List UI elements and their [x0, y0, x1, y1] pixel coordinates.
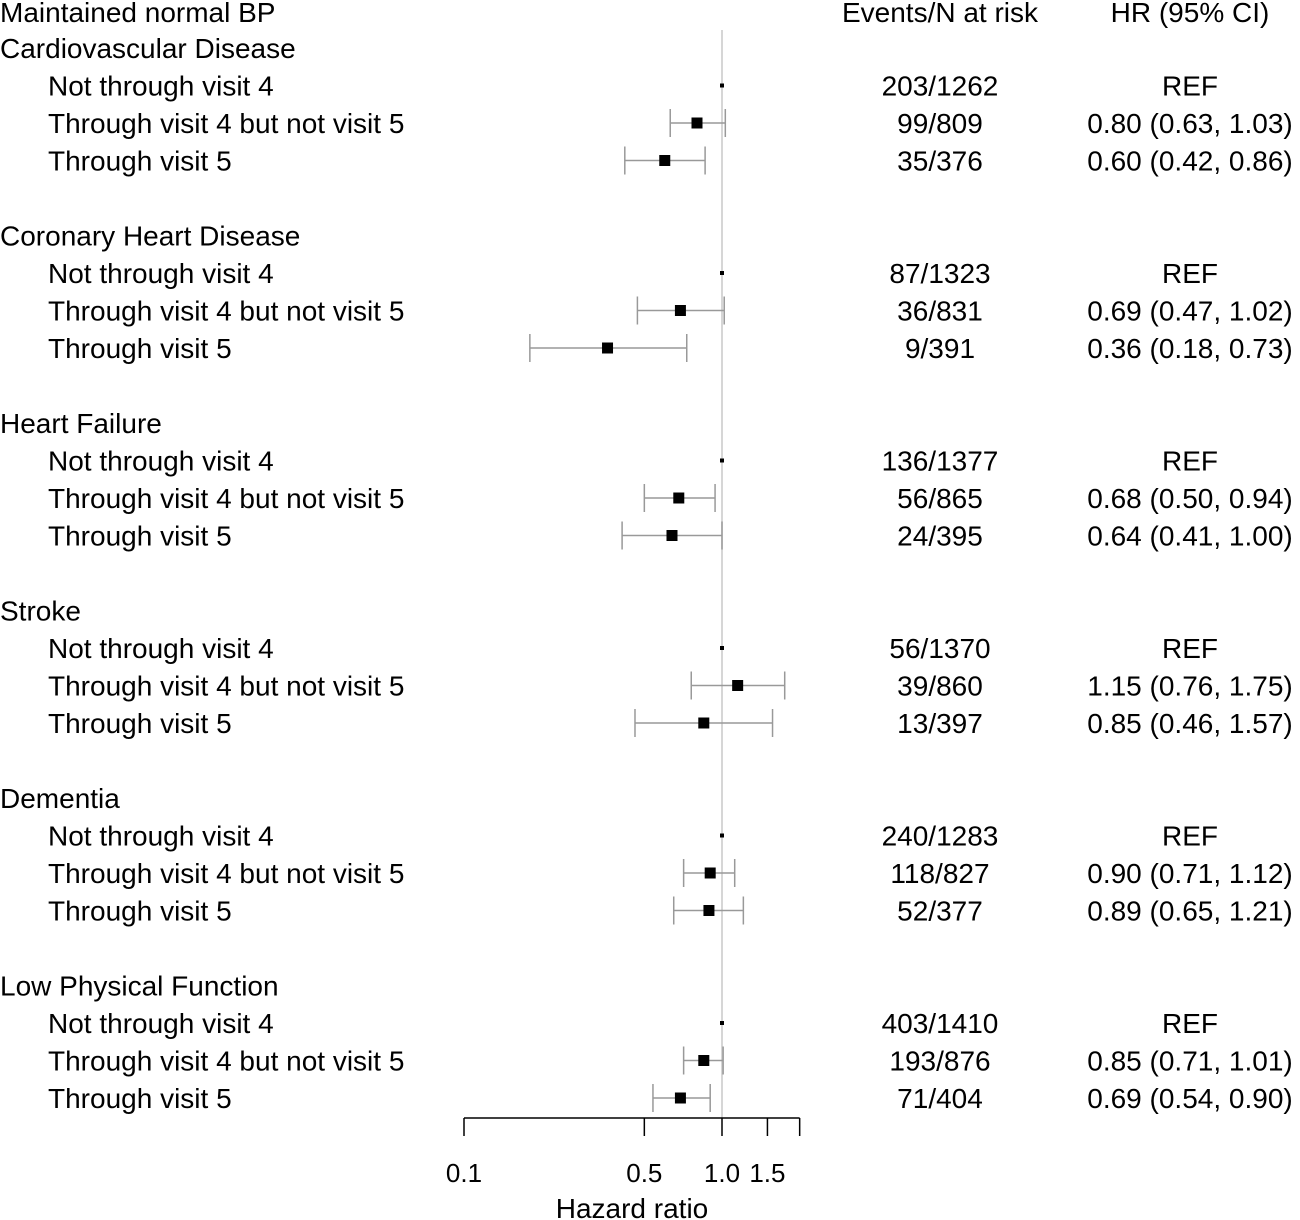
row-hr-text: REF — [1162, 71, 1218, 102]
row-hr-text: 0.85 (0.46, 1.57) — [1087, 708, 1292, 739]
row-hr-text: REF — [1162, 446, 1218, 477]
header-label: Maintained normal BP — [0, 0, 275, 28]
point-estimate — [698, 717, 710, 729]
x-axis: 0.1 0.5 1.0 1.5 — [446, 1117, 801, 1188]
group-title: Dementia — [0, 783, 120, 814]
row-events: 71/404 — [897, 1083, 983, 1114]
x-tick-label: 1.0 — [704, 1158, 740, 1188]
row-hr-text: 0.64 (0.41, 1.00) — [1087, 521, 1292, 552]
row-label: Through visit 4 but not visit 5 — [48, 1046, 404, 1077]
group-title: Heart Failure — [0, 408, 162, 439]
rows-layer: Cardiovascular Disease Not through visit … — [0, 30, 1293, 1118]
group-title: Coronary Heart Disease — [0, 221, 300, 252]
row-label: Through visit 4 but not visit 5 — [48, 108, 404, 139]
row-label: Through visit 5 — [48, 333, 232, 364]
row-events: 118/827 — [890, 858, 989, 889]
point-estimate — [674, 1092, 686, 1104]
group-title: Low Physical Function — [0, 971, 279, 1002]
point-estimate — [698, 1055, 710, 1066]
row-label: Through visit 4 but not visit 5 — [48, 671, 404, 702]
row-label: Not through visit 4 — [48, 1008, 274, 1039]
row-label: Not through visit 4 — [48, 446, 274, 477]
point-reference — [720, 83, 724, 88]
row-hr-text: 0.68 (0.50, 0.94) — [1087, 483, 1292, 514]
row-hr-text: 0.89 (0.65, 1.21) — [1087, 896, 1292, 927]
row-events: 56/1370 — [889, 633, 990, 664]
row-hr-text: 0.36 (0.18, 0.73) — [1087, 333, 1292, 364]
point-reference — [720, 833, 724, 838]
row-label: Through visit 4 but not visit 5 — [48, 296, 404, 327]
row-label: Not through visit 4 — [48, 633, 274, 664]
header-hr: HR (95% CI) — [1111, 0, 1270, 28]
row-label: Not through visit 4 — [48, 71, 274, 102]
row-hr-text: REF — [1162, 1008, 1218, 1039]
x-tick-label: 0.5 — [626, 1158, 662, 1188]
row-hr-text: 0.85 (0.71, 1.01) — [1087, 1046, 1292, 1077]
row-hr-text: REF — [1162, 821, 1218, 852]
row-label: Through visit 5 — [48, 1083, 232, 1114]
group-title: Cardiovascular Disease — [0, 33, 296, 64]
point-estimate — [732, 680, 744, 691]
row-events: 13/397 — [897, 708, 983, 739]
point-estimate — [674, 305, 686, 316]
row-events: 87/1323 — [889, 258, 990, 289]
row-events: 99/809 — [897, 108, 983, 139]
row-events: 39/860 — [897, 671, 983, 702]
row-events: 36/831 — [897, 296, 983, 327]
group-title: Stroke — [0, 596, 81, 627]
point-estimate — [703, 905, 715, 916]
row-events: 403/1410 — [882, 1008, 999, 1039]
point-estimate — [666, 530, 678, 541]
row-events: 193/876 — [889, 1046, 990, 1077]
row-events: 52/377 — [897, 896, 983, 927]
row-label: Through visit 5 — [48, 896, 232, 927]
row-label: Through visit 4 but not visit 5 — [48, 858, 404, 889]
point-reference — [720, 646, 724, 650]
row-hr-text: 0.80 (0.63, 1.03) — [1087, 108, 1292, 139]
row-events: 9/391 — [905, 333, 975, 364]
row-label: Through visit 5 — [48, 146, 232, 177]
row-hr-text: 0.69 (0.47, 1.02) — [1087, 296, 1292, 327]
point-reference — [720, 271, 724, 275]
row-hr-text: REF — [1162, 633, 1218, 664]
point-reference — [720, 458, 724, 463]
row-hr-text: REF — [1162, 258, 1218, 289]
row-events: 24/395 — [897, 521, 983, 552]
point-estimate — [704, 867, 716, 879]
row-hr-text: 0.60 (0.42, 0.86) — [1087, 146, 1292, 177]
row-events: 35/376 — [897, 146, 983, 177]
row-hr-text: 0.69 (0.54, 0.90) — [1087, 1083, 1292, 1114]
row-events: 136/1377 — [882, 446, 999, 477]
point-estimate — [691, 117, 703, 129]
row-hr-text: 1.15 (0.76, 1.75) — [1087, 671, 1292, 702]
point-reference — [720, 1021, 724, 1025]
row-events: 240/1283 — [882, 821, 999, 852]
point-estimate — [602, 342, 614, 354]
row-label: Not through visit 4 — [48, 258, 274, 289]
point-estimate — [673, 492, 685, 504]
row-label: Not through visit 4 — [48, 821, 274, 852]
row-label: Through visit 5 — [48, 708, 232, 739]
row-label: Through visit 4 but not visit 5 — [48, 483, 404, 514]
x-tick-label: 1.5 — [749, 1158, 785, 1188]
row-label: Through visit 5 — [48, 521, 232, 552]
row-events: 56/865 — [897, 483, 983, 514]
x-tick-label: 0.1 — [446, 1158, 482, 1188]
row-hr-text: 0.90 (0.71, 1.12) — [1087, 858, 1292, 889]
x-axis-label: Hazard ratio — [556, 1193, 709, 1220]
header-events: Events/N at risk — [842, 0, 1039, 28]
row-events: 203/1262 — [882, 71, 999, 102]
point-estimate — [659, 155, 671, 166]
